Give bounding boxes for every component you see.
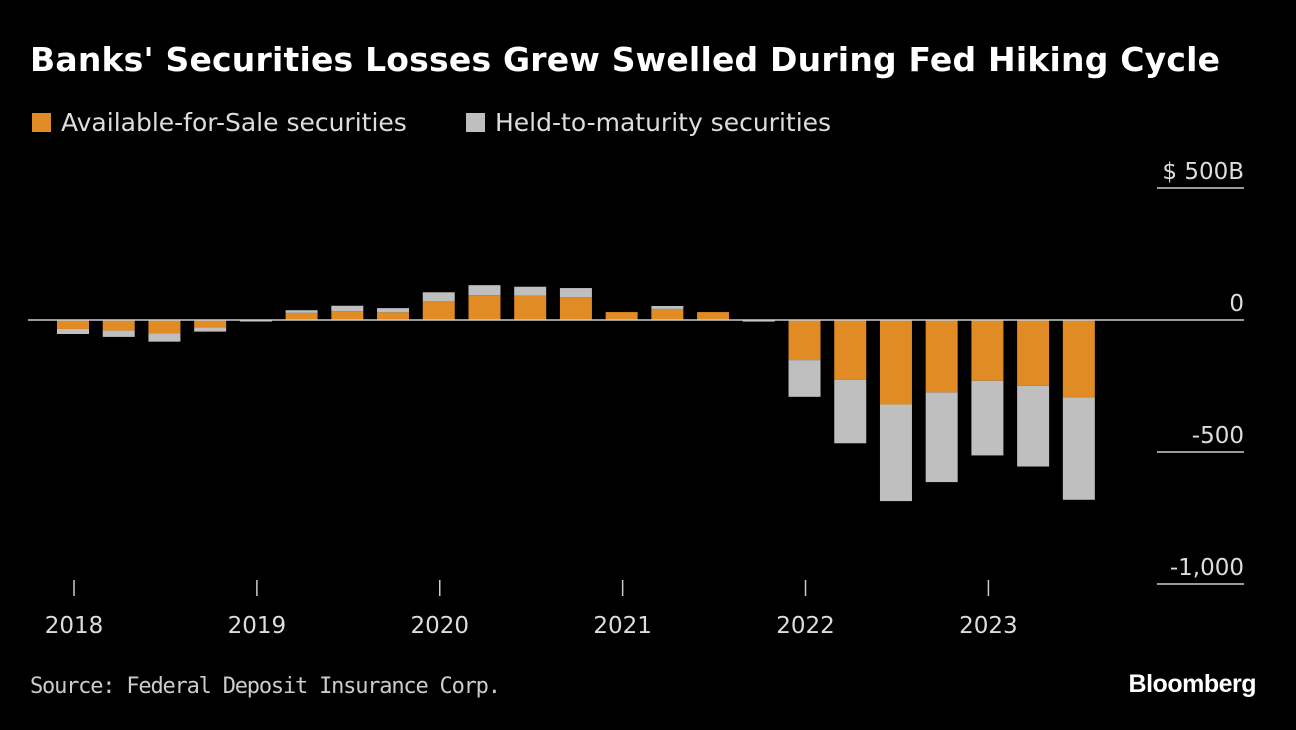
- bar-htm-2020Q3: [514, 286, 547, 296]
- legend-label-afs: Available-for-Sale securities: [61, 108, 407, 137]
- bar-htm-2020Q2: [468, 285, 501, 296]
- bar-afs-2022Q1: [788, 320, 821, 361]
- legend-label-htm: Held-to-maturity securities: [495, 108, 832, 137]
- chart-title: Banks' Securities Losses Grew Swelled Du…: [30, 40, 1221, 79]
- bar-htm-2018Q4: [194, 327, 227, 332]
- x-tick-label: 2018: [45, 613, 104, 639]
- bar-htm-2022Q4: [925, 392, 958, 483]
- bar-htm-2023Q2: [1017, 385, 1050, 467]
- bar-htm-2019Q1: [239, 320, 272, 322]
- bar-htm-2023Q3: [1062, 397, 1095, 500]
- bar-afs-2019Q3: [331, 311, 364, 320]
- y-tick-label: -1,000: [1170, 555, 1244, 581]
- bar-afs-2021Q3: [697, 312, 730, 320]
- bar-afs-2022Q3: [879, 320, 912, 405]
- y-tick-label: 0: [1229, 291, 1244, 317]
- bar-htm-2022Q2: [834, 379, 867, 444]
- bar-htm-2018Q3: [148, 333, 181, 342]
- bar-htm-2022Q1: [788, 360, 821, 397]
- legend-swatch-afs: [32, 113, 51, 132]
- bar-afs-2020Q1: [422, 300, 455, 320]
- x-tick-label: 2022: [776, 613, 835, 639]
- bar-htm-2020Q4: [559, 288, 592, 298]
- bar-htm-2019Q3: [331, 305, 364, 312]
- bar-afs-2021Q1: [605, 312, 638, 320]
- bar-afs-2020Q3: [514, 295, 547, 320]
- bar-afs-2019Q4: [377, 312, 410, 320]
- bar-htm-2020Q1: [422, 292, 455, 301]
- bar-afs-2022Q4: [925, 320, 958, 393]
- bar-htm-2018Q2: [102, 330, 135, 337]
- bar-afs-2022Q2: [834, 320, 867, 380]
- legend-swatch-htm: [466, 113, 485, 132]
- bar-afs-2023Q1: [971, 320, 1004, 381]
- bar-htm-2021Q4: [742, 320, 775, 322]
- bar-htm-2019Q2: [285, 310, 318, 313]
- bar-afs-2018Q4: [194, 320, 227, 328]
- bar-htm-2019Q4: [377, 308, 410, 313]
- x-tick-label: 2020: [410, 613, 469, 639]
- bar-afs-2020Q4: [559, 297, 592, 320]
- x-tick-label: 2021: [593, 613, 652, 639]
- bar-afs-2018Q1: [57, 320, 89, 329]
- bar-afs-2023Q2: [1017, 320, 1050, 386]
- bar-htm-2018Q1: [57, 328, 89, 334]
- bar-afs-2018Q2: [102, 320, 135, 331]
- legend-item-afs: Available-for-Sale securities: [32, 108, 407, 137]
- y-tick-label: -500: [1192, 423, 1244, 449]
- bar-afs-2023Q3: [1062, 320, 1095, 398]
- bar-afs-2019Q2: [285, 312, 318, 320]
- bar-htm-2021Q2: [651, 306, 684, 309]
- bar-htm-2022Q3: [879, 404, 912, 502]
- bar-afs-2018Q3: [148, 320, 181, 334]
- bar-htm-2023Q1: [971, 380, 1004, 456]
- x-tick-label: 2019: [228, 613, 287, 639]
- bar-afs-2020Q2: [468, 295, 501, 320]
- bloomberg-logo: Bloomberg: [1128, 670, 1257, 698]
- y-tick-label: $ 500B: [1162, 159, 1244, 185]
- x-tick-label: 2023: [959, 613, 1018, 639]
- source-note: Source: Federal Deposit Insurance Corp.: [30, 674, 501, 699]
- legend-item-htm: Held-to-maturity securities: [466, 108, 831, 137]
- bar-afs-2021Q2: [651, 308, 684, 320]
